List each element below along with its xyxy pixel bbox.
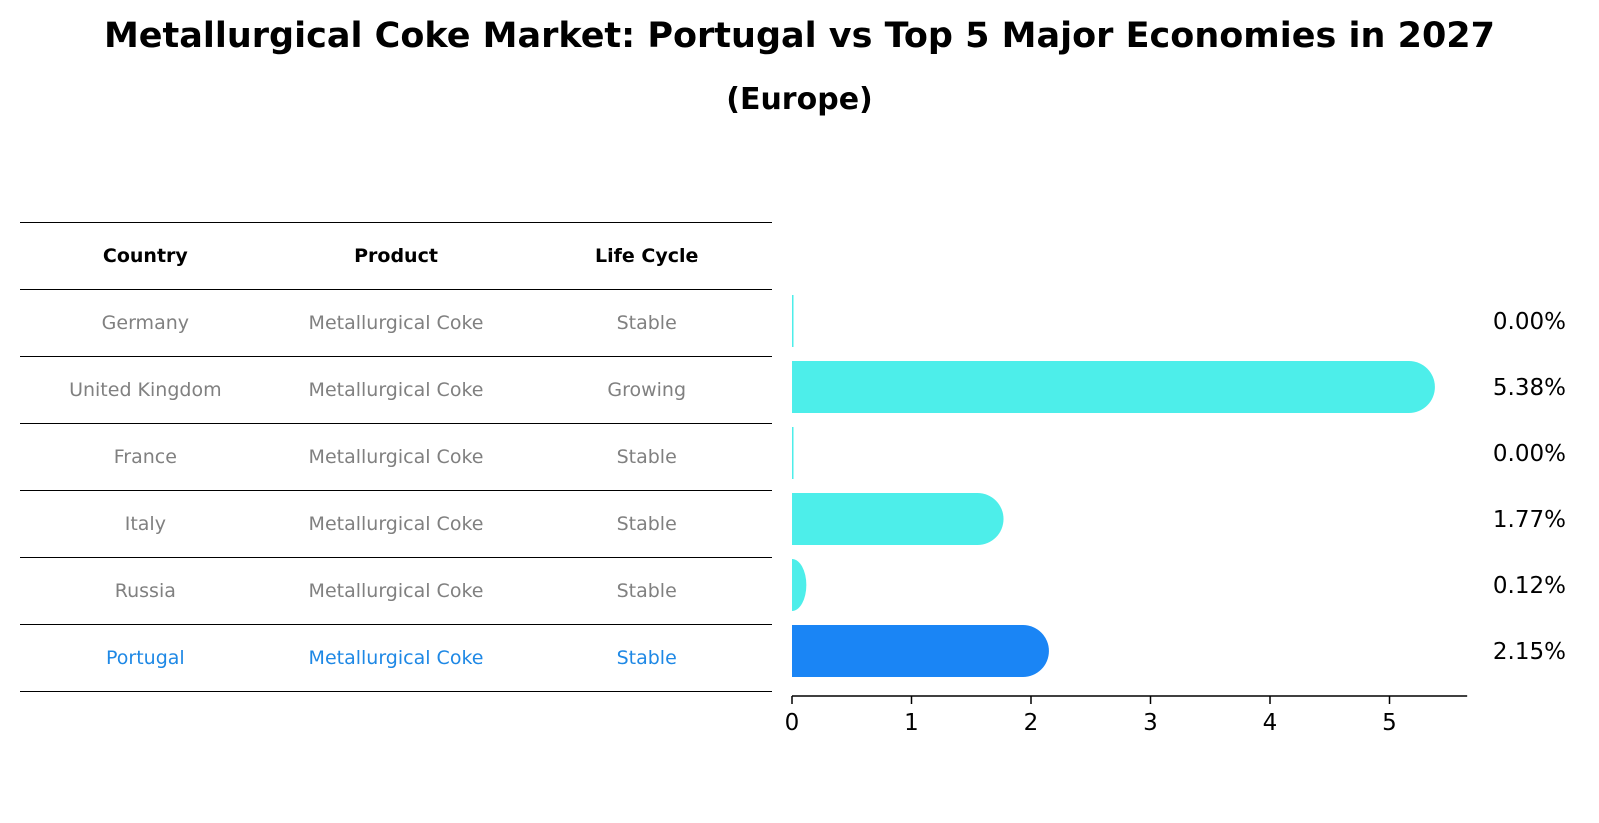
x-tick-label: 3 [1143,710,1158,736]
value-label: 0.00% [1493,441,1566,467]
cell-country: United Kingdom [69,379,222,401]
cell-country: France [113,446,177,468]
bar [792,559,807,611]
table-row: Russia Metallurgical Coke Stable [20,557,772,624]
x-tick-label: 0 [785,710,800,736]
table-row-highlight: Portugal Metallurgical Coke Stable [20,624,772,692]
cell-life-cycle: Stable [616,312,677,334]
chart-title: Metallurgical Coke Market: Portugal vs T… [103,16,1496,56]
table-row: Germany Metallurgical Coke Stable [20,289,772,356]
x-tick-label: 4 [1263,710,1278,736]
cell-product: Metallurgical Coke [308,312,484,334]
cell-product: Metallurgical Coke [308,513,484,535]
table-header-row: Country Product Life Cycle [20,222,772,289]
cell-product: Metallurgical Coke [308,647,484,669]
header-life-cycle: Life Cycle [594,245,699,267]
x-tick-label: 1 [904,710,919,736]
cell-life-cycle: Growing [607,379,687,401]
cell-country: Germany [101,312,189,334]
value-label: 0.12% [1493,573,1566,599]
table-row: France Metallurgical Coke Stable [20,423,772,490]
bar [792,295,794,347]
bar [792,493,1004,545]
header-country: Country [102,245,188,267]
cell-life-cycle: Stable [616,513,677,535]
bar [792,625,1049,677]
table-row: United Kingdom Metallurgical Coke Growin… [20,356,772,423]
bar [792,361,1435,413]
country-table: Country Product Life Cycle Germany Metal… [20,222,772,692]
cell-life-cycle: Stable [616,647,677,669]
cell-life-cycle: Stable [616,446,677,468]
cell-product: Metallurgical Coke [308,446,484,468]
table-row: Italy Metallurgical Coke Stable [20,490,772,557]
value-label: 2.15% [1493,639,1566,665]
bar [792,427,794,479]
value-label: 0.00% [1493,309,1566,335]
chart-subtitle: (Europe) [726,82,873,117]
value-label: 1.77% [1493,507,1566,533]
x-tick-label: 2 [1024,710,1039,736]
x-tick-label: 5 [1382,710,1397,736]
header-product: Product [354,245,438,267]
cell-country: Russia [114,580,176,602]
value-label: 5.38% [1493,375,1566,401]
cell-product: Metallurgical Coke [308,580,484,602]
cell-product: Metallurgical Coke [308,379,484,401]
cell-life-cycle: Stable [616,580,677,602]
cell-country: Portugal [105,647,185,669]
cell-country: Italy [124,513,166,535]
